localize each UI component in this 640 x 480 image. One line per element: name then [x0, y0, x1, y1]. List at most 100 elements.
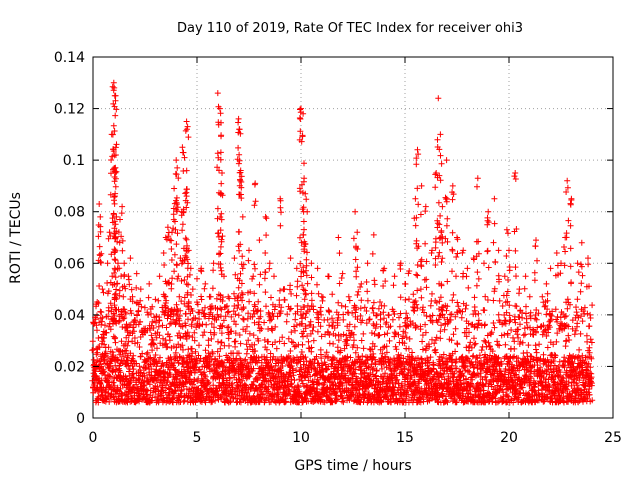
band-point — [263, 303, 269, 310]
outlier-point — [106, 229, 113, 236]
spike-point — [293, 292, 300, 299]
spike-point — [288, 290, 295, 297]
outlier-point — [293, 265, 300, 272]
spike-point — [155, 297, 162, 304]
spike-point — [185, 134, 192, 141]
band-point — [291, 343, 298, 350]
outlier-point — [410, 291, 417, 298]
band-point — [571, 331, 578, 338]
band-point — [246, 373, 253, 380]
band-point — [290, 372, 297, 379]
band-point — [409, 349, 416, 356]
plot-frame — [92, 56, 614, 419]
band-point — [294, 383, 301, 390]
band-point — [491, 324, 498, 331]
band-point — [298, 349, 305, 355]
band-point — [235, 350, 242, 357]
band-point — [448, 311, 455, 318]
spike-point — [225, 308, 232, 315]
band-point — [330, 340, 337, 347]
band-point — [305, 377, 312, 384]
outlier-point — [160, 250, 167, 256]
band-point — [134, 339, 141, 346]
outlier-point — [352, 208, 359, 215]
outlier-point — [174, 164, 181, 171]
spike-point — [277, 222, 284, 229]
data-points — [89, 79, 596, 406]
band-point — [277, 367, 284, 374]
band-point — [199, 391, 206, 398]
band-point — [287, 305, 294, 312]
band-point — [137, 353, 144, 360]
band-point — [217, 305, 224, 312]
band-point — [197, 355, 204, 362]
band-point — [98, 309, 105, 316]
band-point — [536, 341, 543, 348]
band-point — [288, 329, 295, 336]
spike-point — [336, 250, 343, 257]
spike-point — [261, 275, 268, 282]
band-point — [317, 308, 324, 315]
band-point — [513, 303, 520, 310]
band-point — [381, 331, 388, 338]
band-point — [141, 304, 148, 311]
band-point — [239, 361, 246, 368]
spike-point — [214, 230, 221, 237]
band-point — [267, 364, 274, 371]
spike-point — [317, 304, 324, 311]
spike-point — [354, 292, 361, 298]
band-point — [130, 352, 137, 359]
band-point — [310, 306, 317, 313]
band-point — [273, 345, 280, 352]
band-point — [148, 366, 155, 372]
band-point — [208, 303, 215, 309]
band-point — [140, 370, 147, 377]
band-point — [122, 392, 129, 399]
band-point — [209, 398, 216, 405]
spike-point — [418, 263, 425, 270]
spike-point — [417, 286, 424, 293]
band-point — [318, 360, 325, 367]
band-point — [511, 345, 518, 352]
spike-point — [268, 294, 274, 301]
spike-point — [303, 256, 310, 263]
band-point — [178, 386, 185, 393]
outlier-point — [239, 213, 246, 220]
band-point — [452, 325, 459, 332]
outlier-point — [171, 185, 178, 192]
band-point — [226, 375, 233, 382]
spike-point — [411, 308, 418, 314]
spike-point — [294, 283, 301, 290]
outlier-point — [137, 286, 144, 293]
band-point — [138, 369, 144, 376]
spike-point — [110, 122, 117, 129]
band-point — [258, 325, 265, 332]
band-point — [302, 395, 309, 402]
band-point — [289, 383, 295, 390]
spike-point — [185, 281, 192, 288]
band-point — [120, 315, 127, 322]
band-point — [189, 350, 196, 357]
spike-point — [217, 250, 224, 257]
outlier-point — [210, 260, 217, 267]
spike-point — [171, 251, 178, 258]
spike-point — [201, 285, 208, 292]
spike-point — [385, 312, 392, 319]
band-point — [419, 338, 426, 345]
spike-point — [354, 246, 361, 252]
band-point — [250, 332, 257, 339]
band-point — [136, 363, 143, 370]
band-point — [166, 392, 173, 399]
spike-point — [210, 267, 217, 274]
outlier-point — [256, 237, 263, 244]
band-point — [166, 337, 173, 344]
outlier-point — [173, 157, 180, 164]
band-point — [154, 345, 160, 352]
band-point — [239, 377, 246, 384]
band-point — [533, 346, 539, 353]
spike-point — [236, 126, 243, 133]
band-point — [281, 340, 288, 347]
spike-point — [109, 83, 116, 90]
band-point — [242, 356, 249, 363]
spike-point — [173, 241, 180, 248]
